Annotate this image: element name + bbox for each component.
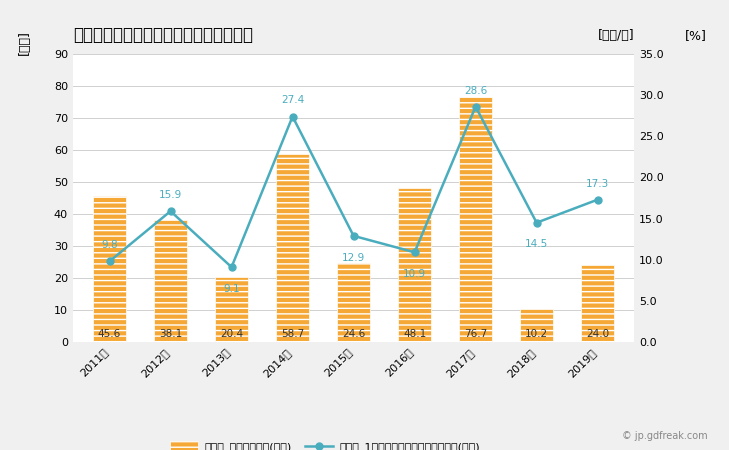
Text: 15.9: 15.9 bbox=[159, 190, 182, 200]
Text: 12.9: 12.9 bbox=[342, 252, 365, 262]
Text: 48.1: 48.1 bbox=[403, 329, 426, 339]
Text: 9.1: 9.1 bbox=[223, 284, 240, 294]
Text: 20.4: 20.4 bbox=[220, 329, 243, 339]
Bar bbox=[215, 277, 249, 342]
Text: © jp.gdfreak.com: © jp.gdfreak.com bbox=[622, 431, 707, 441]
Text: 28.6: 28.6 bbox=[464, 86, 487, 95]
Text: 76.7: 76.7 bbox=[464, 329, 487, 339]
Legend: 産業用_工事費予定額(左軸), 産業用_1平米当たり平均工事費予定額(右軸): 産業用_工事費予定額(左軸), 産業用_1平米当たり平均工事費予定額(右軸) bbox=[166, 437, 485, 450]
Text: 58.7: 58.7 bbox=[281, 329, 304, 339]
Text: 9.8: 9.8 bbox=[101, 240, 118, 250]
Text: 24.0: 24.0 bbox=[586, 329, 609, 339]
Bar bbox=[154, 220, 187, 342]
Text: 45.6: 45.6 bbox=[98, 329, 121, 339]
Text: 10.9: 10.9 bbox=[403, 269, 426, 279]
Text: 24.6: 24.6 bbox=[342, 329, 365, 339]
Text: 10.2: 10.2 bbox=[525, 329, 548, 339]
Text: 38.1: 38.1 bbox=[159, 329, 182, 339]
Text: [%]: [%] bbox=[685, 30, 707, 42]
Text: 産業用建築物の工事費予定額合計の推移: 産業用建築物の工事費予定額合計の推移 bbox=[73, 26, 253, 44]
Text: 14.5: 14.5 bbox=[525, 239, 548, 249]
Bar bbox=[93, 196, 126, 342]
Text: [万円/㎡]: [万円/㎡] bbox=[598, 30, 634, 42]
Bar bbox=[337, 263, 370, 342]
Bar bbox=[520, 309, 553, 342]
Text: 27.4: 27.4 bbox=[281, 95, 304, 105]
Bar bbox=[276, 154, 309, 342]
Bar bbox=[398, 188, 432, 342]
Bar bbox=[581, 265, 615, 342]
Bar bbox=[459, 97, 492, 342]
Y-axis label: [億円]: [億円] bbox=[17, 30, 31, 55]
Text: 17.3: 17.3 bbox=[586, 179, 609, 189]
